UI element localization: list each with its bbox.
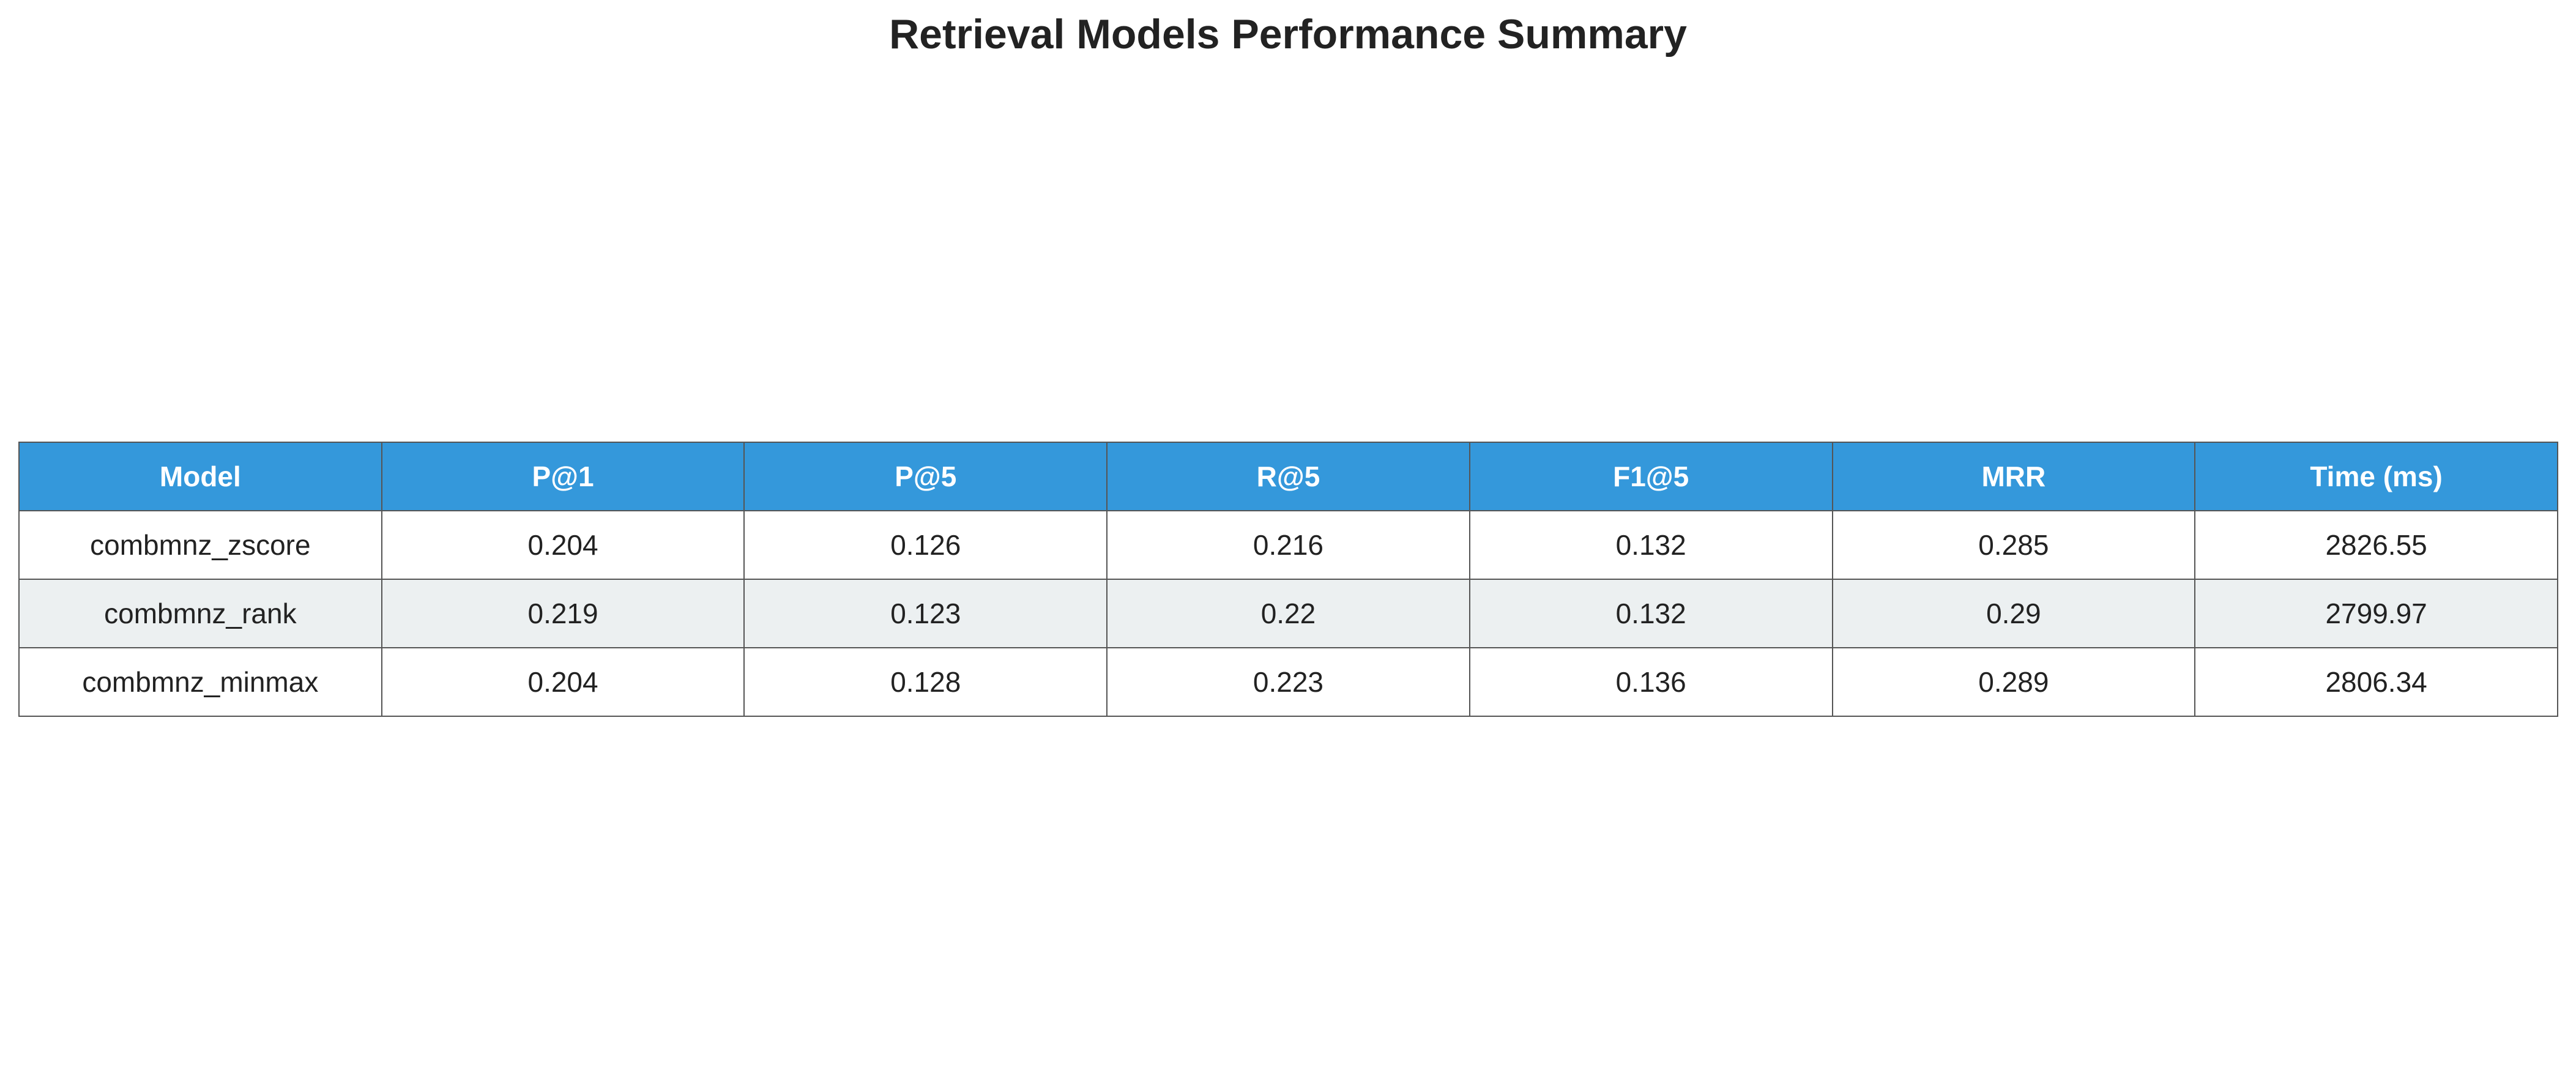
cell-f1-at-5: 0.136 — [1469, 647, 1833, 717]
column-header-mrr: MRR — [1831, 442, 2196, 511]
cell-mrr: 0.285 — [1831, 510, 2196, 580]
table-row: combmnz_minmax 0.204 0.128 0.223 0.136 0… — [18, 647, 2558, 717]
cell-model: combmnz_rank — [18, 579, 382, 648]
cell-r-at-5: 0.22 — [1106, 579, 1470, 648]
column-header-p-at-1: P@1 — [381, 442, 745, 511]
cell-model: combmnz_zscore — [18, 510, 382, 580]
cell-model: combmnz_minmax — [18, 647, 382, 717]
table-row: combmnz_rank 0.219 0.123 0.22 0.132 0.29… — [18, 579, 2558, 648]
cell-f1-at-5: 0.132 — [1469, 579, 1833, 648]
cell-p-at-5: 0.123 — [743, 579, 1108, 648]
cell-p-at-5: 0.126 — [743, 510, 1108, 580]
cell-time: 2799.97 — [2194, 579, 2558, 648]
chart-title: Retrieval Models Performance Summary — [889, 11, 1687, 57]
cell-mrr: 0.289 — [1831, 647, 2196, 717]
column-header-r-at-5: R@5 — [1106, 442, 1470, 511]
cell-time: 2806.34 — [2194, 647, 2558, 717]
cell-p-at-1: 0.204 — [381, 510, 745, 580]
performance-table: Model P@1 P@5 R@5 F1@5 MRR Time (ms) com… — [18, 442, 2558, 717]
cell-time: 2826.55 — [2194, 510, 2558, 580]
table-row: combmnz_zscore 0.204 0.126 0.216 0.132 0… — [18, 510, 2558, 580]
cell-mrr: 0.29 — [1831, 579, 2196, 648]
cell-f1-at-5: 0.132 — [1469, 510, 1833, 580]
column-header-model: Model — [18, 442, 382, 511]
cell-p-at-5: 0.128 — [743, 647, 1108, 717]
header-row: Model P@1 P@5 R@5 F1@5 MRR Time (ms) — [18, 442, 2558, 511]
column-header-time: Time (ms) — [2194, 442, 2558, 511]
cell-p-at-1: 0.219 — [381, 579, 745, 648]
cell-r-at-5: 0.216 — [1106, 510, 1470, 580]
column-header-f1-at-5: F1@5 — [1469, 442, 1833, 511]
cell-p-at-1: 0.204 — [381, 647, 745, 717]
column-header-p-at-5: P@5 — [743, 442, 1108, 511]
cell-r-at-5: 0.223 — [1106, 647, 1470, 717]
